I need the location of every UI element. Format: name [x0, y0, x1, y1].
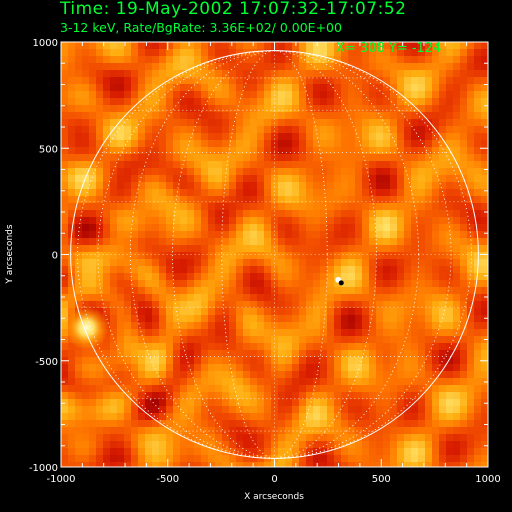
x-tick-label: 0: [271, 474, 277, 485]
y-tick-label: -500: [35, 357, 58, 368]
limb-source: [64, 305, 109, 350]
x-tick-label: -500: [156, 474, 179, 485]
intensity-map: [61, 42, 488, 467]
y-axis-title: Y arcseconds: [5, 224, 15, 284]
x-axis-title: X arcseconds: [244, 492, 304, 502]
y-tick-label: 1000: [33, 38, 58, 49]
x-tick-label: 1000: [475, 474, 500, 485]
cursor-coordinate-readout: X= 308 Y= -124: [336, 41, 442, 56]
plot-subtitle: 3-12 keV, Rate/BgRate: 3.36E+02/ 0.00E+0…: [60, 20, 342, 35]
y-tick-label: 500: [39, 144, 58, 155]
disk-source-shadow: [338, 280, 344, 286]
y-tick-label: -1000: [29, 463, 58, 474]
y-tick-label: 0: [52, 251, 58, 262]
longitude-grid-line: [97, 50, 452, 459]
x-tick-label: -1000: [46, 474, 75, 485]
x-tick-label: 500: [372, 474, 391, 485]
longitude-grid-line: [221, 50, 328, 459]
solar-limb: [70, 50, 479, 459]
longitude-grid-line: [129, 50, 420, 459]
plot-title: Time: 19-May-2002 17:07:32-17:07:52: [60, 0, 407, 19]
